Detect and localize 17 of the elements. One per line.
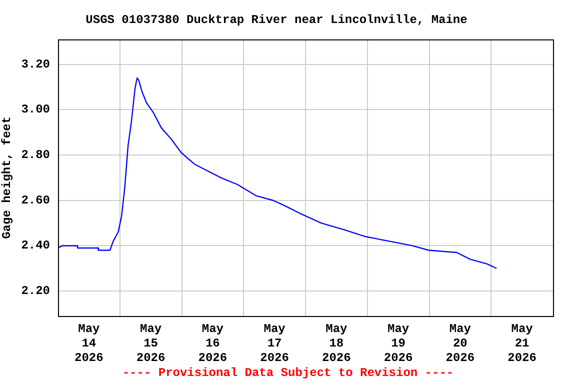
x-tick-label: May 20 2026: [446, 322, 475, 366]
x-tick-label: May 14 2026: [74, 322, 104, 366]
y-tick-label: 2.60: [21, 193, 50, 208]
x-tick-label: May 21 2026: [508, 322, 536, 366]
y-tick-label: 3.00: [21, 102, 50, 117]
x-tick-label: May 17 2026: [260, 322, 289, 366]
x-tick-label: May 16 2026: [198, 322, 228, 366]
text: ---- Provisional Data Subject to Revision ----: [121, 366, 455, 380]
x-tick-label: May 18 2026: [322, 322, 351, 366]
x-tick-label: May 15 2026: [136, 322, 166, 366]
y-axis-title: Gage height, feet: [0, 116, 14, 239]
x-tick-label: May 19 2026: [384, 322, 413, 366]
y-tick-label: 2.20: [21, 284, 50, 298]
chart-title: USGS 01037380 Ducktrap River near Lincolnville, Maine: [86, 13, 468, 28]
y-tick-label: 3.20: [21, 57, 50, 72]
y-tick-label: 2.40: [21, 238, 50, 253]
y-tick-label: 2.80: [21, 148, 50, 162]
